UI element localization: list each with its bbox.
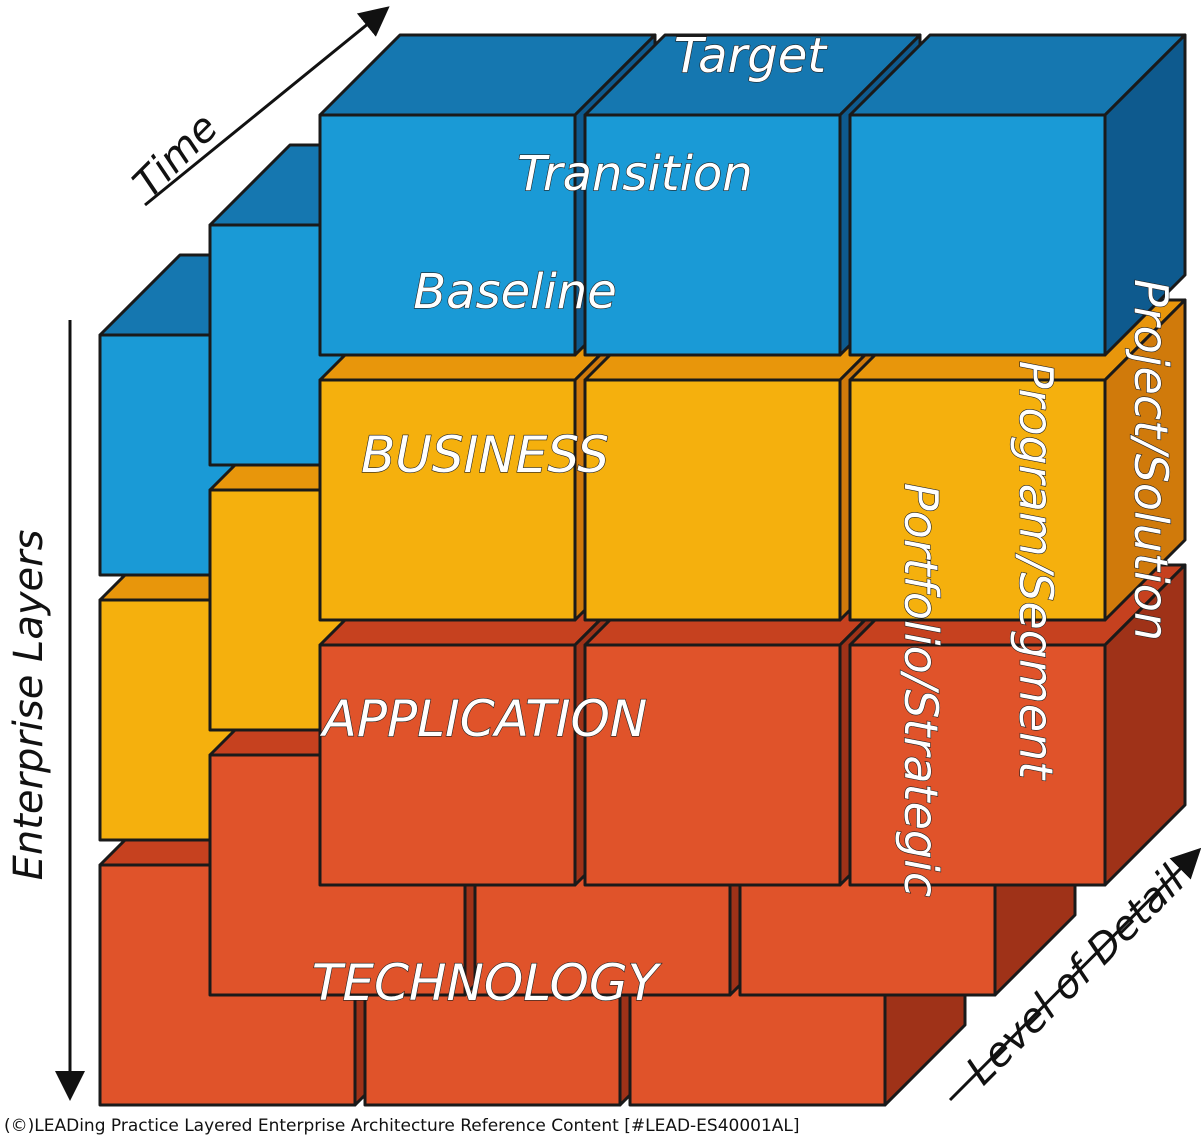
detail-arrow bbox=[948, 847, 1201, 1102]
time-state: Baseline bbox=[413, 264, 617, 320]
detail-level: Program/Segment bbox=[1009, 361, 1063, 781]
cube-face bbox=[318, 378, 577, 622]
cubes bbox=[98, 33, 1187, 1107]
time-axis-label: Time bbox=[124, 104, 227, 207]
cube-face bbox=[583, 378, 842, 622]
cube-face bbox=[583, 643, 842, 887]
cube-face bbox=[583, 113, 842, 357]
layer-label: BUSINESS bbox=[361, 426, 609, 484]
time-arrow bbox=[144, 6, 390, 207]
layer-label: APPLICATION bbox=[320, 690, 648, 748]
cube-face bbox=[848, 643, 1107, 887]
cube-face bbox=[848, 113, 1107, 357]
footer: (©)LEADing Practice Layered Enterprise A… bbox=[4, 1116, 800, 1136]
time-state: Target bbox=[674, 28, 828, 84]
cube-face bbox=[318, 113, 577, 357]
time-state: Transition bbox=[517, 146, 752, 202]
detail-level: Project/Solution bbox=[1124, 279, 1178, 641]
cube-face bbox=[848, 378, 1107, 622]
cube-face bbox=[318, 643, 577, 887]
layer-label: TECHNOLOGY bbox=[312, 954, 662, 1012]
layers-axis-label: Enterprise Layers bbox=[6, 530, 52, 881]
detail-level: Portfolio/Strategic bbox=[894, 483, 948, 897]
